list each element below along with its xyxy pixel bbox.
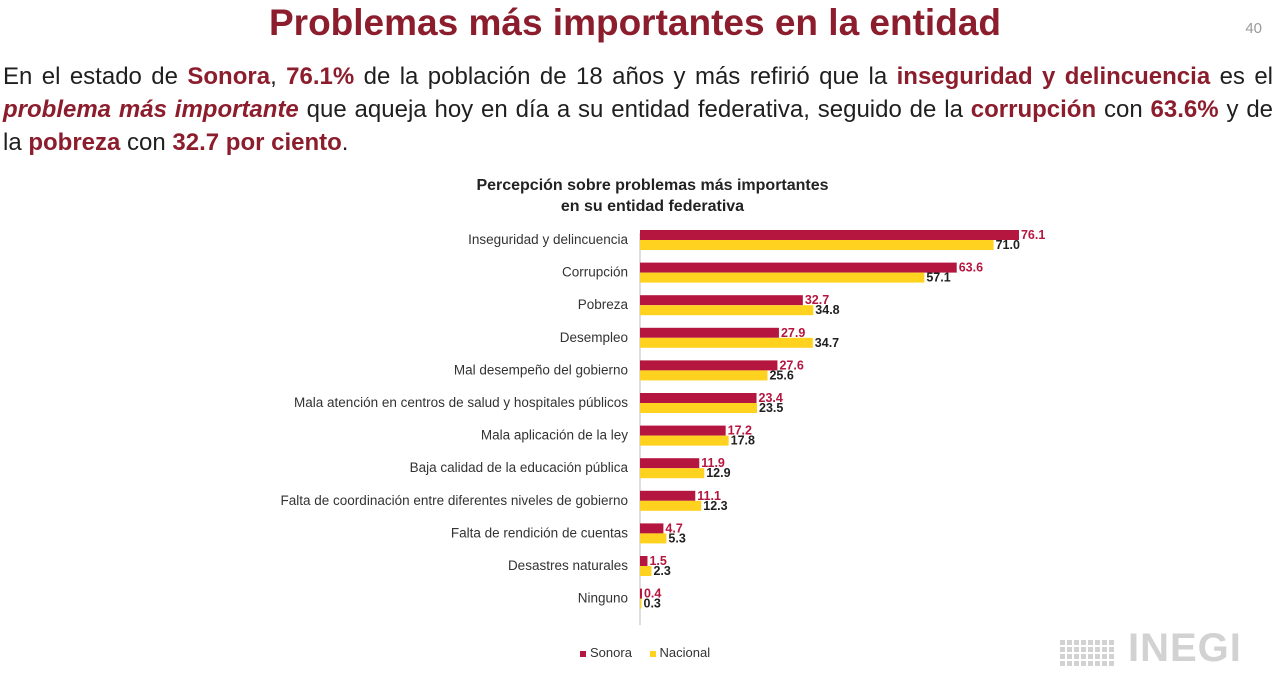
data-label-nacional: 23.5 (759, 401, 783, 415)
bar-nacional (640, 337, 813, 348)
summary-emphasis: problema más importante (3, 96, 299, 123)
data-label-nacional: 71.0 (996, 238, 1020, 252)
category-label: Falta de rendición de cuentas (451, 525, 628, 540)
data-label-nacional: 57.1 (926, 271, 950, 285)
summary-problem-1: inseguridad y delincuencia (896, 63, 1211, 90)
summary-problem-3: pobreza (28, 129, 121, 156)
bar-sonora (640, 556, 648, 566)
legend-item-sonora: Sonora (580, 645, 632, 660)
data-label-sonora: 1.5 (649, 554, 666, 568)
legend-swatch-sonora (580, 650, 586, 657)
category-label: Desempleo (560, 330, 628, 345)
chart-title-line-2: en su entidad federativa (560, 198, 745, 215)
category-label: Falta de coordinación entre diferentes n… (281, 493, 628, 508)
summary-pct-2: 63.6% (1150, 96, 1219, 123)
legend-item-nacional: Nacional (649, 645, 711, 660)
category-label: Pobreza (578, 297, 629, 312)
data-label-nacional: 2.3 (653, 564, 670, 578)
inegi-logo-text: INEGI (1128, 626, 1242, 670)
summary-text: y de la (3, 96, 1274, 156)
summary-pct-3: 32.7 por ciento (172, 129, 342, 156)
chart-title: Percepción sobre problemas más important… (400, 175, 905, 217)
page-number: 40 (1245, 20, 1262, 37)
summary-text: con (1096, 96, 1151, 123)
summary-state: Sonora (187, 63, 271, 90)
summary-text: En el estado de (3, 63, 188, 90)
data-label-sonora: 63.6 (959, 261, 983, 275)
legend-swatch-nacional (649, 650, 656, 657)
bar-sonora (640, 393, 757, 403)
bar-sonora (640, 295, 803, 306)
summary-text: de la población de 18 años y más refirió… (354, 63, 897, 90)
chart-legend: Sonora Nacional (580, 645, 724, 660)
category-label: Mala atención en centros de salud y hosp… (294, 395, 628, 410)
bar-sonora (640, 588, 642, 599)
data-label-nacional: 5.3 (668, 531, 685, 545)
inegi-logo-mark (1060, 640, 1114, 666)
data-label-sonora: 23.4 (759, 391, 783, 405)
bar-nacional (640, 240, 994, 250)
category-label: Corrupción (562, 265, 628, 280)
data-label-sonora: 17.2 (728, 424, 752, 438)
category-label: Baja calidad de la educación pública (410, 460, 629, 475)
bar-sonora (640, 490, 696, 501)
bar-sonora (640, 523, 664, 534)
category-label: Mal desempeño del gobierno (454, 362, 628, 377)
bar-nacional (640, 370, 768, 381)
data-label-sonora: 27.9 (781, 326, 805, 340)
data-label-nacional: 0.3 (644, 597, 661, 611)
data-label-nacional: 34.8 (815, 303, 839, 317)
data-label-nacional: 12.3 (703, 499, 727, 513)
bar-sonora (640, 425, 726, 436)
data-label-sonora: 27.6 (779, 358, 803, 372)
page-title: Problemas más importantes en la entidad (269, 2, 1001, 43)
data-label-nacional: 12.9 (706, 466, 730, 480)
data-label-sonora: 11.1 (697, 489, 721, 503)
summary-text: con (120, 129, 173, 156)
bar-nacional (640, 403, 758, 413)
chart-title-line-1: Percepción sobre problemas más important… (476, 177, 829, 194)
data-label-sonora: 4.7 (665, 521, 682, 535)
bar-nacional (640, 272, 925, 283)
data-label-sonora: 11.9 (701, 456, 725, 470)
summary-pct-1: 76.1% (286, 63, 355, 90)
category-label: Inseguridad y delincuencia (468, 232, 628, 247)
bar-nacional (640, 435, 729, 446)
legend-label-nacional: Nacional (659, 645, 711, 660)
bar-nacional (640, 500, 702, 511)
data-label-sonora: 76.1 (1021, 228, 1045, 242)
legend-label-sonora: Sonora (590, 645, 632, 660)
bar-sonora (640, 458, 700, 469)
bar-sonora (640, 360, 778, 371)
category-label: Desastres naturales (508, 558, 628, 573)
bar-nacional (640, 468, 705, 479)
bar-nacional (640, 305, 814, 316)
summary-text: . (341, 129, 349, 156)
data-label-nacional: 17.8 (731, 434, 755, 448)
summary-text: es el (1210, 63, 1273, 90)
category-label: Mala aplicación de la ley (481, 428, 628, 443)
bar-sonora (640, 262, 957, 273)
data-label-sonora: 0.4 (644, 587, 661, 601)
bar-nacional (640, 533, 667, 544)
bar-nacional (640, 566, 652, 576)
data-label-nacional: 34.7 (815, 336, 839, 350)
summary-problem-2: corrupción (970, 96, 1097, 123)
bar-nacional (640, 598, 642, 609)
data-label-nacional: 25.6 (769, 368, 793, 382)
bar-sonora (640, 230, 1019, 240)
bar-chart: Inseguridad y delincuencia 76.171.0 Corrup… (281, 228, 1045, 626)
data-label-sonora: 32.7 (805, 293, 829, 307)
summary-paragraph: En el estado de Sonora, 76.1% de la pobl… (3, 60, 1273, 159)
summary-text: , (270, 63, 287, 90)
category-label: Ninguno (578, 591, 628, 606)
bar-sonora (640, 327, 779, 338)
summary-text: que aqueja hoy en día a su entidad feder… (298, 96, 971, 123)
